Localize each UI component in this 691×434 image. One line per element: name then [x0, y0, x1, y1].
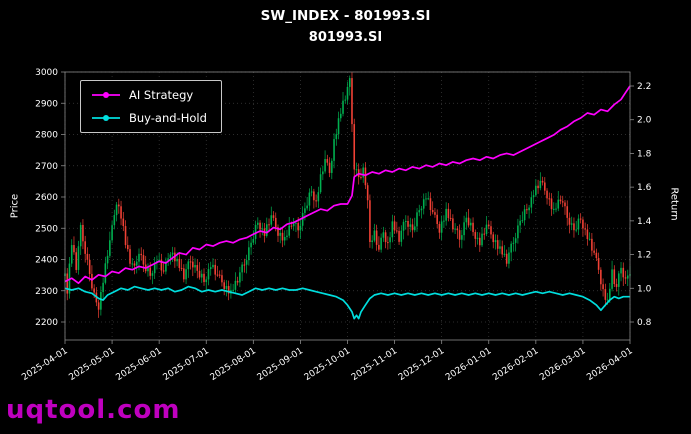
date-tick-label: 2026-03-01: [538, 346, 587, 383]
price-tick-label: 2500: [35, 224, 58, 234]
price-axis-title: Price: [9, 193, 21, 219]
date-tick-label: 2025-06-01: [114, 346, 163, 383]
date-tick-label: 2025-11-01: [350, 346, 399, 383]
price-tick-label: 2200: [35, 318, 58, 328]
legend: AI Strategy Buy-and-Hold: [80, 80, 222, 133]
price-tick-label: 2600: [35, 193, 58, 203]
date-tick-label: 2025-05-01: [67, 346, 116, 383]
date-tick-label: 2026-01-01: [444, 346, 493, 383]
return-axis-title: Return: [668, 187, 680, 221]
date-tick-label: 2025-10-01: [303, 346, 352, 383]
return-tick-label: 1.6: [637, 183, 652, 193]
ai-strategy-line: [64, 85, 631, 285]
return-tick-label: 2.2: [637, 82, 651, 92]
date-tick-label: 2025-07-01: [162, 346, 211, 383]
chart-title: SW_INDEX - 801993.SI: [260, 8, 431, 24]
price-tick-label: 3000: [35, 68, 58, 78]
return-tick-label: 2.0: [637, 116, 652, 126]
legend-label-ai-strategy: AI Strategy: [129, 88, 194, 102]
watermark: uqtool.com: [6, 395, 181, 425]
return-tick-label: 1.2: [637, 251, 651, 261]
chart-subtitle: 801993.SI: [308, 30, 383, 45]
price-tick-label: 2700: [35, 162, 58, 172]
date-tick-label: 2025-04-01: [20, 346, 69, 383]
return-tick-label: 0.8: [637, 318, 652, 328]
ai-strategy-swatch-icon: [92, 92, 120, 98]
price-tick-label: 2900: [35, 99, 58, 109]
return-tick-label: 1.0: [637, 284, 652, 294]
date-tick-label: 2025-12-01: [397, 346, 446, 383]
date-tick-label: 2026-04-01: [585, 346, 634, 383]
legend-item-ai-strategy: AI Strategy: [91, 88, 207, 102]
buy-and-hold-swatch-icon: [92, 115, 120, 121]
legend-label-buy-and-hold: Buy-and-Hold: [129, 111, 207, 125]
date-tick-label: 2025-09-01: [256, 346, 305, 383]
price-tick-label: 2800: [35, 131, 58, 141]
return-tick-label: 1.4: [637, 217, 652, 227]
price-tick-label: 2400: [35, 256, 58, 266]
return-tick-label: 1.8: [637, 149, 652, 159]
price-tick-label: 2300: [35, 287, 58, 297]
date-tick-label: 2025-08-01: [209, 346, 258, 383]
date-tick-label: 2026-02-01: [491, 346, 540, 383]
buy-and-hold-line: [64, 285, 630, 320]
legend-item-buy-and-hold: Buy-and-Hold: [91, 111, 207, 125]
candlesticks: [64, 72, 631, 318]
